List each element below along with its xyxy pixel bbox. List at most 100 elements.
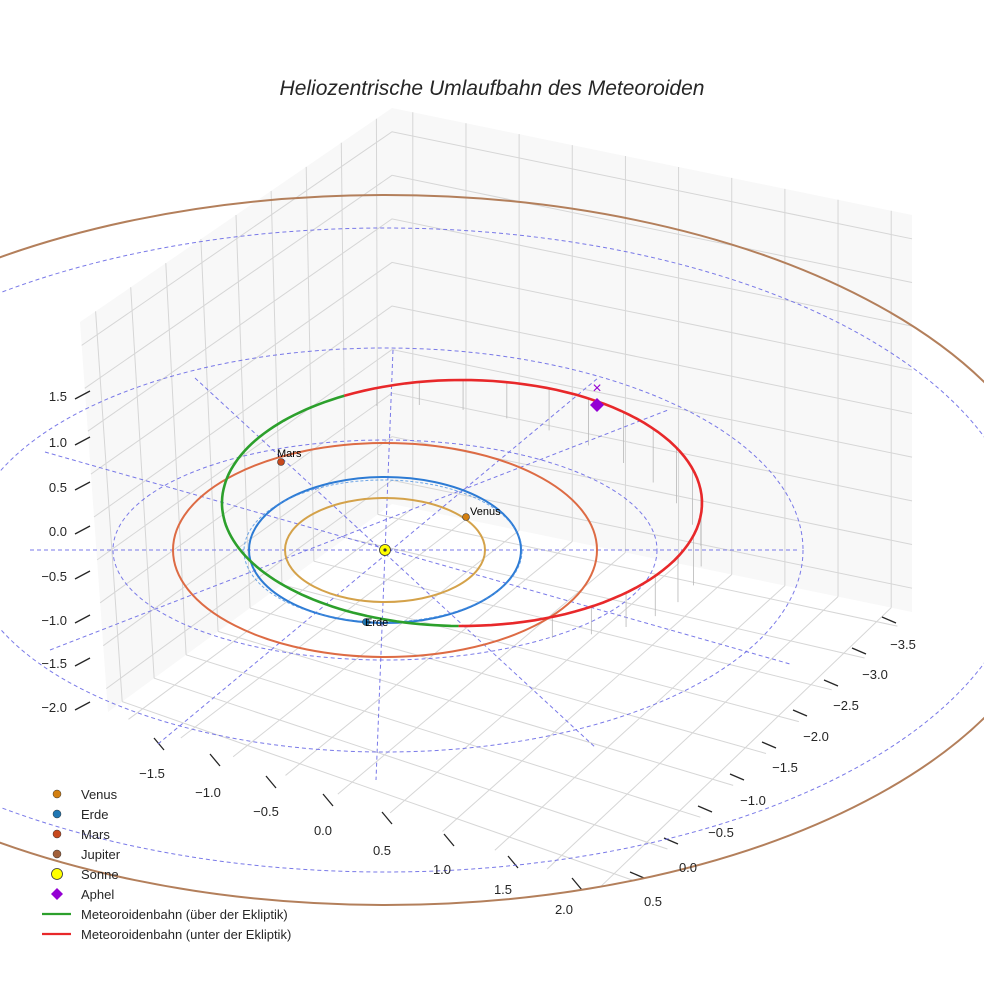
y-tick-label: −3.0 [862, 667, 888, 682]
orbit-erde-projection [243, 479, 523, 623]
grid-line [93, 305, 913, 518]
z-tick-label: −2.0 [41, 700, 67, 715]
legend-label: Mars [81, 827, 110, 842]
y-tick-label: −2.5 [833, 698, 859, 713]
y-tick-label: −0.5 [708, 825, 734, 840]
x-tick-label: −1.0 [195, 785, 221, 800]
legend-label: Erde [81, 807, 108, 822]
venus-marker [462, 513, 470, 521]
x-tick-mark [443, 833, 455, 847]
orbit-jupiter [0, 194, 984, 906]
legend-label: Meteoroidenbahn (über der Ekliptik) [81, 907, 288, 922]
z-tick-label: 0.0 [49, 524, 67, 539]
z-tick-label: −0.5 [41, 569, 67, 584]
planet-label-erde: Erde [365, 617, 388, 629]
orbit-mars [172, 442, 598, 658]
grid-line [217, 630, 734, 786]
x-tick-label: −0.5 [253, 804, 279, 819]
planet-orbits [0, 194, 984, 906]
x-tick-mark [507, 855, 519, 869]
legend-label: Jupiter [81, 847, 121, 862]
legend-sun-marker [51, 868, 63, 880]
grid-line [180, 518, 467, 739]
x-tick-label: 1.0 [433, 862, 451, 877]
x-tick-mark [322, 793, 334, 807]
grid-line [546, 596, 839, 870]
x-tick-label: −1.5 [139, 766, 165, 781]
grid-line [128, 507, 414, 720]
grid-line [313, 560, 832, 691]
ecliptic-ring [0, 347, 804, 753]
grid-line [389, 563, 679, 814]
legend-item: Meteoroidenbahn (über der Ekliptik) [42, 907, 288, 922]
meteoroid-orbit-above-ecliptic [220, 394, 459, 628]
z-tick-mark [74, 657, 91, 667]
legend-item: Mars [52, 827, 110, 842]
x-tick-mark [265, 775, 277, 789]
y-tick-label: 0.0 [679, 860, 697, 875]
x-tick-mark [153, 737, 165, 751]
planet-label-venus: Venus [470, 506, 501, 518]
y-tick-mark [851, 647, 867, 655]
grid-line [99, 392, 913, 604]
legend-label: Aphel [81, 887, 114, 902]
z-tick-mark [74, 570, 91, 580]
z-tick-label: −1.5 [41, 656, 67, 671]
grid-line [337, 552, 626, 795]
x-tick-label: 2.0 [555, 902, 573, 917]
grid-line [442, 574, 733, 832]
z-tick-label: 1.0 [49, 435, 67, 450]
legend-dot-marker [52, 849, 62, 859]
y-tick-mark [823, 679, 839, 687]
grid-line [232, 530, 520, 758]
mars-marker [277, 458, 285, 466]
y-tick-label: 0.5 [644, 894, 662, 909]
legend-label: Venus [81, 787, 118, 802]
erde-marker [362, 618, 370, 626]
z-tick-label: −1.0 [41, 613, 67, 628]
legend-dot-marker [52, 829, 62, 839]
y-tick-mark [881, 616, 897, 624]
meteoroid-orbit [220, 378, 704, 628]
legend-label: Meteoroidenbahn (unter der Ekliptik) [81, 927, 291, 942]
grid-line [494, 585, 786, 851]
grid-line [153, 677, 668, 850]
grid-line [377, 513, 898, 627]
ecliptic-reference-grid [0, 227, 984, 873]
x-tick-mark [209, 753, 221, 767]
orbit-erde [248, 476, 522, 624]
grid-line [249, 607, 767, 754]
legend-item: Erde [52, 807, 108, 822]
legend-item: Sonne [51, 867, 119, 882]
aphel-marker [590, 398, 604, 412]
z-tick-label: 1.5 [49, 389, 67, 404]
grid-line [87, 218, 913, 432]
left-back-wall [80, 108, 392, 712]
grid-line [281, 584, 799, 723]
ecliptic-spoke [49, 409, 669, 651]
orbit-venus [284, 497, 486, 603]
legend-dot-marker [52, 789, 62, 799]
z-tick-mark [74, 481, 91, 491]
grid-line [90, 261, 913, 475]
grid-line [185, 654, 701, 818]
z-tick-mark [74, 436, 91, 446]
legend-diamond-marker [51, 888, 63, 900]
y-tick-label: −2.0 [803, 729, 829, 744]
z-tick-mark [74, 390, 91, 400]
grid-line [122, 701, 635, 882]
axes-grid [80, 108, 913, 889]
legend-dot-marker [52, 809, 62, 819]
sun-center [383, 548, 387, 552]
y-tick-mark [697, 805, 713, 813]
grid-line [599, 607, 892, 889]
z-tick-label: 0.5 [49, 480, 67, 495]
legend-item: Jupiter [52, 847, 121, 862]
z-tick-mark [74, 614, 91, 624]
y-tick-mark [629, 871, 645, 879]
grid-line [96, 349, 913, 561]
orbit-markers: Mars Venus Erde × [277, 380, 604, 629]
z-axis-ticks: 1.5 1.0 0.5 0.0 −0.5 −1.0 −1.5 −2.0 [41, 389, 67, 715]
y-tick-label: −1.0 [740, 793, 766, 808]
x-tick-label: 0.5 [373, 843, 391, 858]
